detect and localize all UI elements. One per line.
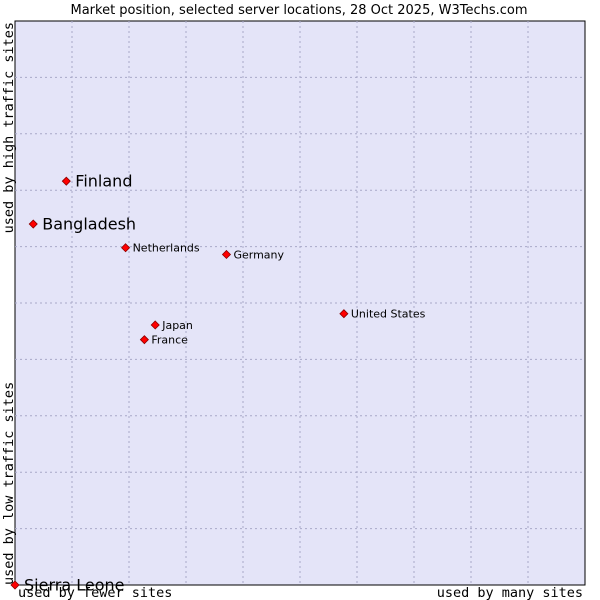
marker-bangladesh — [28, 219, 38, 229]
point-netherlands: Netherlands — [121, 242, 200, 255]
marker-germany — [221, 249, 232, 260]
point-united-states: United States — [339, 308, 426, 321]
x-axis-label-low: used by fewer sites — [18, 585, 172, 600]
marker-netherlands — [121, 243, 131, 253]
data-points: Finland Bangladesh Netherlands Germany Unite… — [10, 172, 426, 595]
label-germany: Germany — [233, 248, 284, 261]
point-sierra-leone: Sierra Leone — [10, 576, 124, 595]
y-axis-label-high: used by high traffic sites — [1, 22, 17, 233]
point-japan: Japan — [150, 319, 193, 332]
point-finland: Finland — [61, 172, 132, 191]
x-axis-label-high: used by many sites — [437, 585, 583, 600]
chart-title: Market position, selected server locatio… — [70, 3, 527, 18]
label-finland: Finland — [75, 172, 132, 191]
label-bangladesh: Bangladesh — [42, 215, 136, 234]
point-bangladesh: Bangladesh — [28, 215, 136, 234]
label-france: France — [151, 334, 188, 347]
marker-france — [139, 335, 149, 345]
grid — [15, 21, 585, 585]
marker-japan — [150, 320, 160, 330]
label-japan: Japan — [161, 319, 193, 332]
point-france: France — [139, 334, 188, 347]
label-united-states: United States — [351, 308, 426, 321]
label-sierra-leone: Sierra Leone — [24, 576, 124, 595]
marker-sierra-leone — [10, 580, 20, 590]
marker-finland — [61, 176, 71, 186]
point-germany: Germany — [221, 248, 285, 261]
label-netherlands: Netherlands — [133, 242, 200, 255]
y-axis-label-low: used by low traffic sites — [1, 382, 17, 585]
marker-united-states — [339, 309, 349, 319]
